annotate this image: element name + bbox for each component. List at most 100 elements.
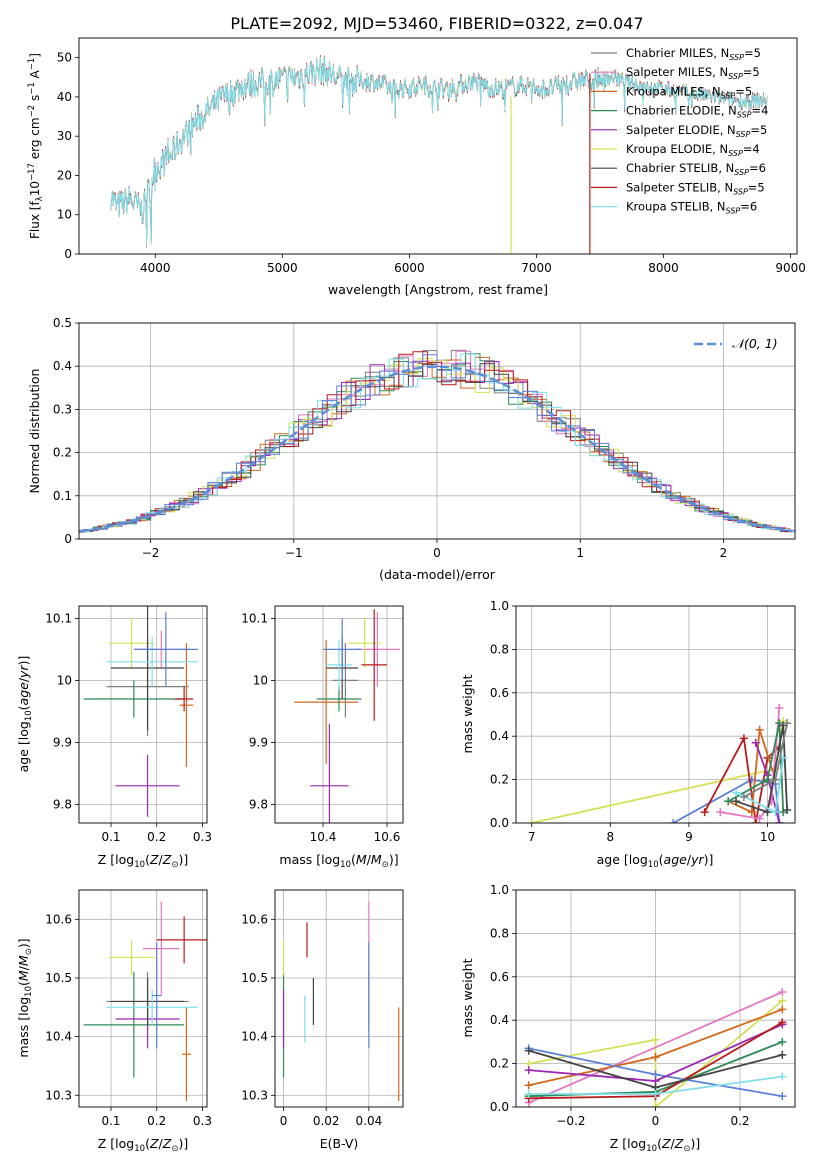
weight-line [528,991,783,1104]
axes-frame [515,605,796,824]
x-axis-label-part: Z [149,1136,159,1151]
errorbar-point [294,640,359,765]
weight-marker [651,1035,660,1044]
y-axis-label-part: A [28,69,42,82]
weight-marker [778,996,787,1005]
weight-marker [739,792,748,801]
y-axis-label-part: ] [28,53,42,58]
errorbar-point [348,618,381,668]
x-axis-label-part: )] [389,852,399,867]
legend-entry: Chabrier MILES, NSSP=5 [626,46,761,62]
y-tick-label: 9.8 [249,797,268,811]
y-axis-label-part: s [28,95,42,105]
y-tick-label: 10.5 [241,971,268,985]
axes-frame [274,605,404,824]
legend-suffix: =5 [735,84,752,98]
x-tick-label: 0.02 [313,1114,340,1128]
x-tick-label: 4000 [140,261,171,275]
y-tick-label: 30 [57,129,72,143]
axes-frame [274,889,404,1108]
y-axis-label-part: −17 [27,163,37,181]
legend-suffix: =5 [750,123,767,137]
y-tick-label: 0.3 [53,402,72,416]
weight-marker [778,1072,787,1081]
weight-marker [775,703,784,712]
y-tick-label: 10.3 [241,1088,268,1102]
x-axis-label-part: / [159,1136,164,1151]
y-tick-label: 40 [57,90,72,104]
y-axis-label-part: Flux [f [28,201,42,239]
errorbar-point [111,606,185,730]
spectrum-lines [110,54,768,254]
y-axis-label-part: yr [16,665,31,679]
errorbar-point [108,939,155,976]
legend-text: Salpeter ELODIE, N [626,123,736,137]
y-tick-label: 10.1 [45,611,72,625]
x-tick-label: 0.2 [730,1114,749,1128]
legend-entry: Kroupa STELIB, NSSP=6 [626,200,757,216]
x-axis-label-part: Z [log [610,1136,646,1151]
x-tick-label: 7 [528,830,536,844]
chart-age-vs-Z: 0.1 0.2 0.3 9.8 9.9 10 10.1 age [log10​(age/yr)… [16,605,212,870]
x-tick-label: 0 [280,1114,288,1128]
figure-title: PLATE=2092, MJD=53460, FIBERID=0322, z=0… [230,14,643,33]
weight-marker [783,805,792,814]
y-axis-label-part: ( [16,705,31,710]
y-tick-label: 10.1 [241,611,268,625]
y-axis-label-part: −1 [27,58,37,71]
weight-marker [755,725,764,734]
x-tick-label: 0.3 [193,1114,212,1128]
x-tick-label: 0 [433,546,441,560]
x-axis-label-part: 10 [134,1144,145,1154]
x-axis-label-part: M [356,852,367,867]
legend-sub: SSP [721,91,736,100]
x-axis-label-part: Z [674,1136,684,1151]
legend-suffix: =6 [740,200,757,214]
weight-marker [778,1018,787,1027]
y-tick-label: 0.6 [490,970,509,984]
x-axis-label-part: ( [145,1136,150,1151]
x-axis-label: Z [log10​(Z/Z⊙​)] [98,1136,188,1154]
y-axis-label-part: mass [log [16,997,31,1058]
weight-marker [771,808,780,817]
legend-text: Chabrier STELIB, N [626,161,734,175]
y-tick-label: 0.2 [490,773,509,787]
y-tick-label: 10.6 [241,912,268,926]
legend-sub: SSP [733,187,748,196]
y-tick-label: 1.0 [490,599,509,613]
x-tick-label: 5000 [267,261,298,275]
legend-text: Kroupa MILES, N [626,84,721,98]
chart-residual-histogram: −2 −1 0 1 2 0 0.1 0.2 0.3 0.4 0.5 Normed distributi… [27,316,796,582]
histogram-step [79,360,795,533]
y-axis-label-part: age [log [16,721,31,772]
weight-line [735,725,788,814]
y-axis-label-part: ( [16,981,31,986]
weight-marker [524,1066,533,1075]
chart-age-vs-mass: 10.4 10.6 9.8 9.9 10 10.1 mass [log10​(M/M⊙​)] [241,605,404,870]
legend: 𝒩(0, 1) [694,336,778,351]
y-tick-label: 0 [64,532,72,546]
weight-line [727,729,777,814]
y-axis-label-part: M [16,970,31,981]
errorbar-point [326,640,352,690]
x-tick-label: 0.3 [193,830,212,844]
x-axis-label-part: E(B-V) [320,1136,359,1151]
axes-frame [78,889,208,1108]
legend-sub: SSP [728,72,743,81]
x-axis-label-part: ⊙ [683,1144,690,1154]
legend-entry: Salpeter MILES, NSSP=5 [626,65,760,81]
legend-suffix: =4 [752,104,769,118]
x-axis-label-part: 10 [340,860,351,870]
legend-entry: Chabrier ELODIE, NSSP=4 [626,104,768,120]
weight-marker [751,819,760,823]
y-tick-label: 0.6 [490,686,509,700]
y-tick-label: 10.4 [45,1030,72,1044]
y-tick-label: 9.9 [53,735,72,749]
legend-suffix: =4 [743,142,760,156]
legend-sub: SSP [736,130,751,139]
x-tick-label: 2 [720,546,728,560]
errorbar-point [310,723,349,823]
x-tick-label: 10 [760,830,775,844]
y-tick-label: 0.8 [490,642,509,656]
y-tick-label: 10.6 [45,912,72,926]
